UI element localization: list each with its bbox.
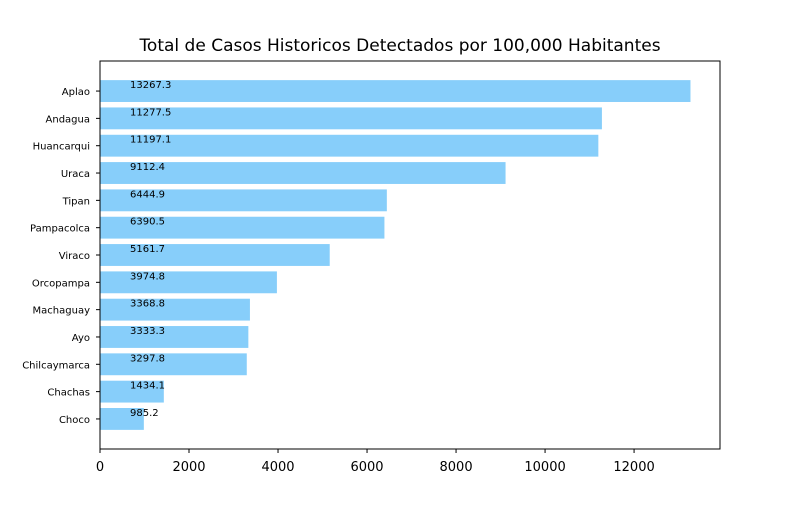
bar-aplao bbox=[100, 80, 691, 102]
category-label-choco: Choco bbox=[59, 415, 90, 426]
category-label-uraca: Uraca bbox=[61, 169, 90, 180]
data-label-pampacolca: 6390.5 bbox=[130, 217, 165, 228]
data-label-tipan: 6444.9 bbox=[130, 189, 165, 200]
x-tick-label-0: 0 bbox=[96, 460, 104, 475]
data-label-chilcaymarca: 3297.8 bbox=[130, 353, 165, 364]
category-label-chilcaymarca: Chilcaymarca bbox=[22, 360, 90, 371]
data-label-viraco: 5161.7 bbox=[130, 244, 165, 255]
data-label-ayo: 3333.3 bbox=[130, 326, 165, 337]
category-label-ayo: Ayo bbox=[72, 333, 90, 344]
x-tick-label-10000: 10000 bbox=[524, 460, 565, 475]
data-label-aplao: 13267.3 bbox=[130, 80, 171, 91]
x-tick-label-6000: 6000 bbox=[350, 460, 383, 475]
chart-title: Total de Casos Historicos Detectados por… bbox=[138, 36, 660, 56]
bar-ayo bbox=[100, 326, 249, 348]
bar-machaguay bbox=[100, 298, 250, 321]
category-label-chachas: Chachas bbox=[47, 388, 90, 399]
x-tick-label-2000: 2000 bbox=[172, 460, 205, 475]
bar-huancarqui bbox=[100, 134, 599, 157]
data-label-chachas: 1434.1 bbox=[130, 381, 165, 392]
x-tick-label-4000: 4000 bbox=[261, 460, 294, 475]
data-label-machaguay: 3368.8 bbox=[130, 299, 165, 310]
category-label-tipan: Tipan bbox=[62, 196, 90, 207]
bar-uraca bbox=[100, 162, 506, 184]
category-label-andagua: Andagua bbox=[46, 114, 90, 125]
x-tick-label-12000: 12000 bbox=[613, 460, 654, 475]
data-label-uraca: 9112.4 bbox=[130, 162, 165, 173]
data-label-choco: 985.2 bbox=[130, 408, 159, 419]
category-label-machaguay: Machaguay bbox=[33, 306, 91, 317]
bar-chilcaymarca bbox=[100, 353, 247, 376]
bar-chachas bbox=[100, 380, 164, 403]
data-label-orcopampa: 3974.8 bbox=[130, 271, 165, 282]
data-label-huancarqui: 11197.1 bbox=[130, 135, 171, 146]
bar-andagua bbox=[100, 107, 602, 130]
category-label-aplao: Aplao bbox=[62, 87, 90, 98]
bar-tipan bbox=[100, 189, 387, 212]
bar-viraco bbox=[100, 244, 330, 266]
category-label-viraco: Viraco bbox=[59, 251, 90, 262]
bar-pampacolca bbox=[100, 216, 385, 239]
category-label-huancarqui: Huancarqui bbox=[33, 142, 90, 153]
bars-layer bbox=[100, 80, 691, 430]
axis-layer: Aplao Andagua Huancarqui Uraca Tipan Pampacol… bbox=[22, 87, 655, 475]
bar-orcopampa bbox=[100, 271, 277, 294]
category-label-pampacolca: Pampacolca bbox=[30, 224, 90, 235]
labels-layer: 13267.3 11277.5 11197.1 9112.4 6444.9 6390.5 5… bbox=[130, 80, 171, 419]
bar-choco bbox=[100, 408, 144, 430]
category-label-orcopampa: Orcopampa bbox=[32, 278, 90, 289]
data-label-andagua: 11277.5 bbox=[130, 107, 171, 118]
x-tick-label-8000: 8000 bbox=[440, 460, 473, 475]
